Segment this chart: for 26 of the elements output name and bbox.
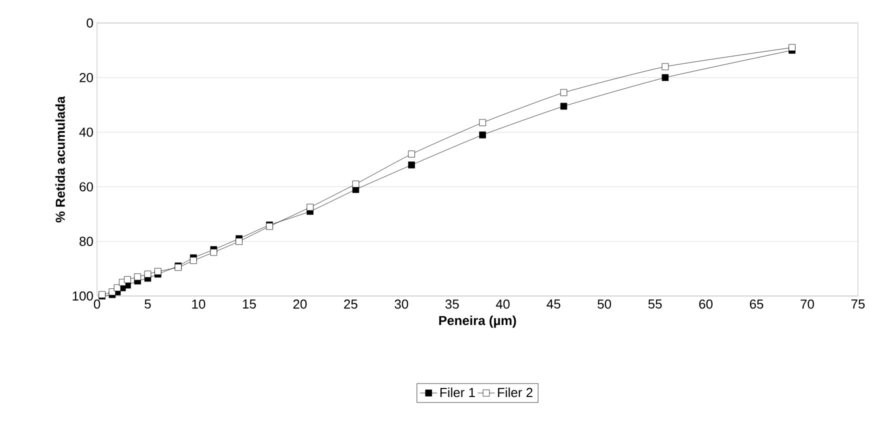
x-tick-label: 70 [800, 300, 814, 309]
y-tick-label: 60 [80, 182, 93, 192]
x-tick-label: 0 [94, 300, 100, 309]
y-tick-label: 0 [86, 18, 93, 28]
y-tick-label: 20 [80, 72, 93, 82]
x-tick-label: 40 [496, 300, 510, 309]
y-tick-label: 100 [72, 291, 93, 301]
legend-label: Filer 1 [440, 388, 475, 398]
x-tick-label: 5 [144, 300, 151, 309]
x-tick-label: 30 [394, 300, 408, 309]
x-tick-label: 55 [648, 300, 662, 309]
x-tick-label: 50 [598, 300, 612, 309]
x-tick-label: 45 [546, 300, 560, 309]
x-axis-title: Peneira (µm) [439, 316, 516, 328]
x-tick-label: 35 [445, 300, 459, 309]
y-tick-label: 40 [79, 128, 93, 137]
x-tick-label: 75 [851, 300, 865, 309]
legend-label: Filer 2 [498, 388, 532, 398]
x-tick-label: 65 [750, 300, 764, 309]
x-tick-label: 20 [293, 300, 307, 309]
x-tick-label: 25 [344, 300, 358, 309]
y-axis-title: % Retida acumulada [55, 96, 65, 222]
x-tick-label: 10 [192, 300, 206, 309]
x-tick-label: 15 [242, 300, 256, 309]
x-tick-label: 60 [699, 300, 713, 309]
y-tick-label: 80 [80, 236, 93, 246]
